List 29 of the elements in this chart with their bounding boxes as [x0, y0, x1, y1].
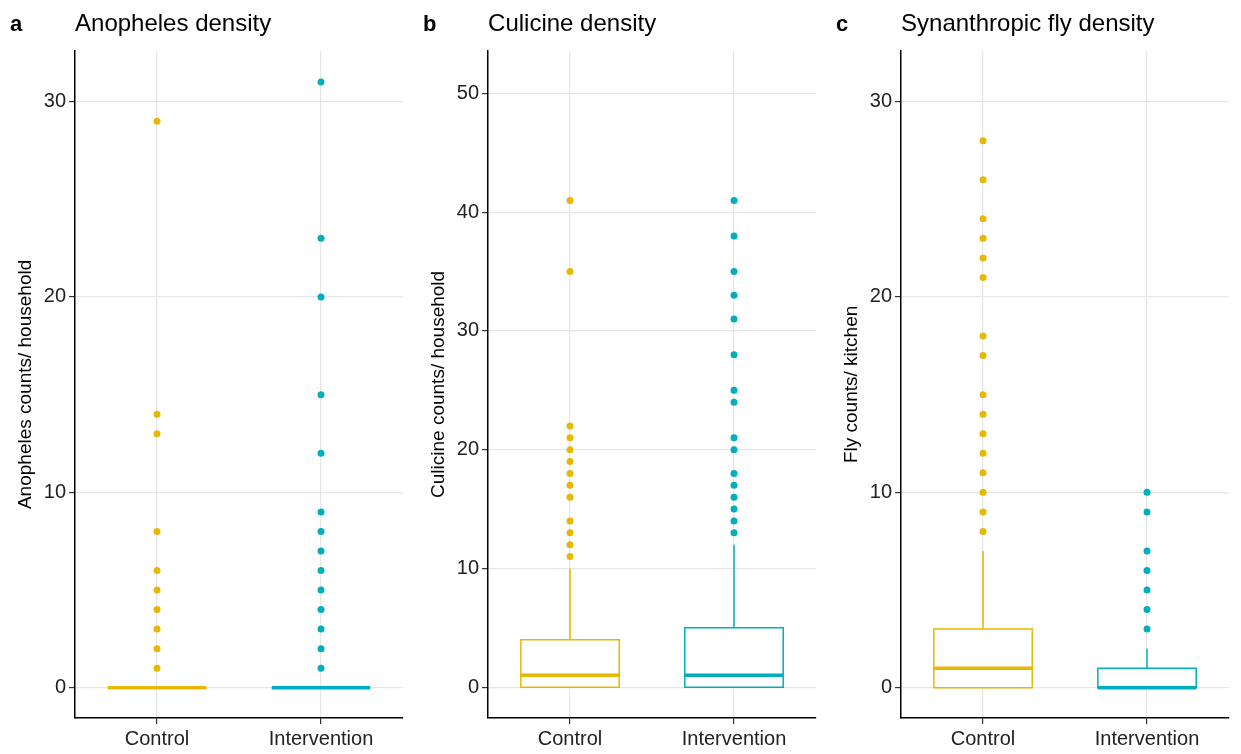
- y-tick-label: 20: [456, 437, 480, 460]
- y-axis-title: Culicine counts/ household: [426, 270, 448, 498]
- x-tick-label: Control: [124, 726, 190, 749]
- x-tick-label: Control: [950, 726, 1016, 749]
- y-tick-label: 40: [456, 199, 480, 222]
- y-tick-label: 30: [869, 89, 893, 112]
- text: c: [836, 11, 849, 37]
- y-tick-label: 30: [456, 318, 480, 341]
- x-tick-label: Intervention: [1094, 726, 1200, 749]
- x-tick-label: Intervention: [268, 726, 374, 749]
- y-axis-title: Anopheles counts/ household: [13, 259, 35, 510]
- y-tick-label: 20: [869, 284, 893, 307]
- y-tick-label: 0: [880, 675, 893, 698]
- chart-title: Anopheles density: [75, 9, 272, 37]
- x-tick-label: Intervention: [681, 726, 787, 749]
- y-axis-title: Fly counts/ kitchen: [839, 305, 861, 464]
- y-tick-label: 0: [54, 675, 67, 698]
- text: b: [423, 11, 437, 37]
- text: a: [10, 11, 23, 37]
- y-tick-label: 10: [43, 479, 67, 502]
- y-tick-label: 10: [869, 479, 893, 502]
- y-tick-label: 10: [456, 555, 480, 578]
- y-tick-label: 30: [43, 89, 67, 112]
- y-tick-label: 50: [456, 81, 480, 104]
- x-tick-label: Control: [537, 726, 603, 749]
- y-tick-label: 20: [43, 284, 67, 307]
- y-tick-label: 0: [467, 674, 480, 697]
- chart-title: Synanthropic fly density: [901, 9, 1155, 37]
- chart-title: Culicine density: [488, 9, 657, 37]
